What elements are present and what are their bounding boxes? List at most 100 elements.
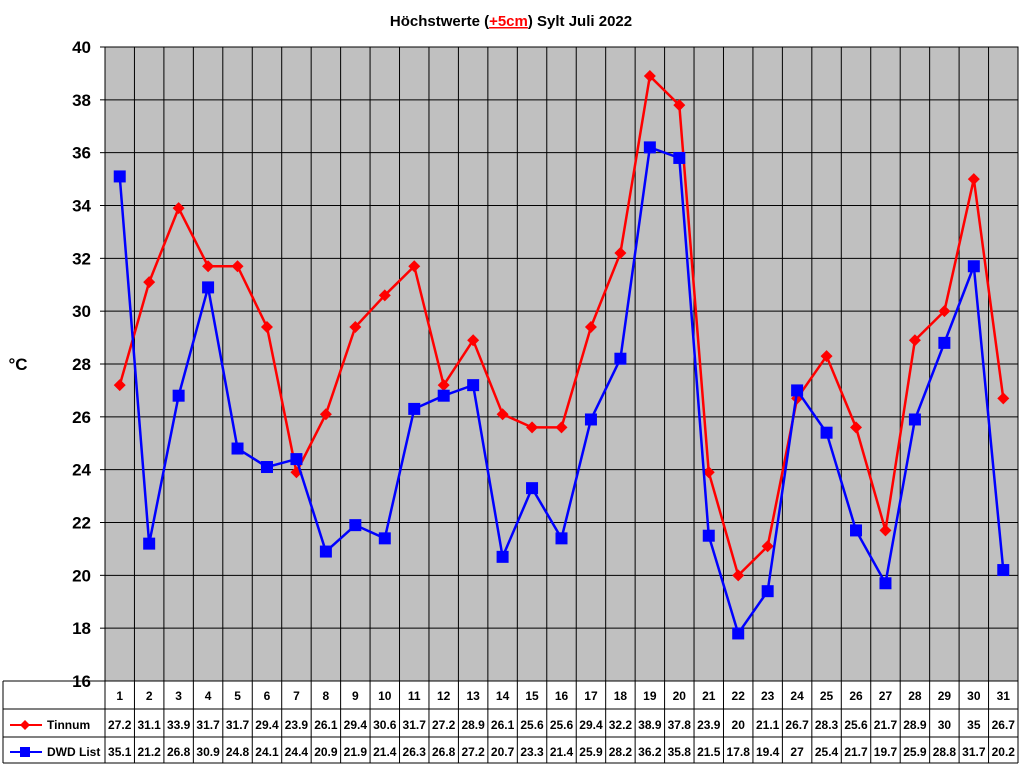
y-tick-label: 22: [72, 514, 91, 533]
data-table-cell: 37.8: [668, 718, 692, 732]
data-point: [202, 281, 215, 294]
y-tick-label: 32: [72, 249, 91, 268]
data-table-cell: 28.9: [461, 718, 485, 732]
data-point: [850, 524, 863, 537]
x-tick-label: 19: [643, 689, 657, 703]
x-tick-label: 28: [908, 689, 922, 703]
data-point: [319, 408, 332, 421]
x-tick-label: 22: [732, 689, 746, 703]
data-table-cell: 26.7: [785, 718, 809, 732]
data-table-cell: 35: [967, 718, 981, 732]
data-point: [437, 379, 450, 392]
x-tick-label: 13: [466, 689, 480, 703]
data-table-cell: 26.1: [491, 718, 515, 732]
data-point: [584, 413, 597, 426]
y-tick-label: 18: [72, 619, 91, 638]
data-table-cell: 23.9: [697, 718, 721, 732]
data-point: [879, 577, 892, 590]
data-point: [614, 352, 627, 365]
x-tick-label: 31: [997, 689, 1011, 703]
x-tick-label: 3: [175, 689, 182, 703]
data-table-cell: 19.4: [756, 745, 780, 759]
data-point: [555, 532, 568, 545]
data-table-cell: 20.7: [491, 745, 515, 759]
data-table-cell: 21.7: [844, 745, 868, 759]
data-point: [584, 321, 597, 334]
y-tick-label: 28: [72, 355, 91, 374]
data-table-cell: 30.6: [373, 718, 397, 732]
chart-title-highlight: +5cm: [489, 13, 528, 30]
data-table-cell: 35.1: [108, 745, 132, 759]
data-table-cell: 28.3: [815, 718, 839, 732]
grid-lines: [104, 46, 1019, 682]
y-axis-label: °C: [8, 355, 27, 374]
data-point: [467, 334, 480, 347]
data-point: [908, 413, 921, 426]
x-tick-label: 11: [408, 689, 421, 703]
data-point: [820, 426, 833, 439]
data-table-cell: 26.8: [432, 745, 456, 759]
data-table-cell: 38.9: [638, 718, 662, 732]
series-tinnum: [113, 70, 1010, 582]
data-point: [437, 389, 450, 402]
data-point: [319, 545, 332, 558]
data-point: [290, 453, 303, 466]
data-point: [761, 585, 774, 598]
data-point: [908, 334, 921, 347]
x-tick-label: 20: [673, 689, 687, 703]
data-table-cell: 20.2: [992, 745, 1016, 759]
data-table-cell: 23.3: [520, 745, 544, 759]
data-point: [526, 482, 539, 495]
data-point: [997, 392, 1010, 405]
x-tick-label: 26: [849, 689, 863, 703]
x-tick-label: 30: [967, 689, 981, 703]
data-table-cell: 21.7: [874, 718, 898, 732]
data-point: [378, 289, 391, 302]
chart-title-suffix: ) Sylt Juli 2022: [528, 13, 632, 30]
y-tick-label: 20: [72, 566, 91, 585]
data-point: [467, 379, 480, 392]
data-table: 1 2 3 4 5 6 7 8 9 10 11 12 13 14 15 16 17 18 19 20 21 22 23 24 2…: [2, 680, 1019, 764]
data-table-cell: 32.2: [609, 718, 633, 732]
data-point: [997, 564, 1010, 577]
y-tick-label: 26: [72, 408, 91, 427]
data-table-cell: 25.9: [579, 745, 603, 759]
data-point: [260, 461, 273, 474]
data-table-cell: 21.5: [697, 745, 721, 759]
data-table-cell: 33.9: [167, 718, 191, 732]
data-point: [938, 336, 951, 349]
data-table-cell: 24.1: [255, 745, 279, 759]
data-table-cell: 27.2: [432, 718, 456, 732]
y-tick-label: 34: [72, 197, 91, 216]
data-table-cell: 31.7: [962, 745, 986, 759]
x-tick-label: 7: [293, 689, 300, 703]
data-table-cell: 21.1: [756, 718, 780, 732]
data-point: [791, 384, 804, 397]
data-table-cell: 35.8: [668, 745, 692, 759]
data-point: [143, 537, 156, 550]
legend-label: DWD List: [47, 745, 100, 759]
data-point: [113, 379, 126, 392]
data-table-cell: 25.9: [903, 745, 927, 759]
data-table-cell: 27.2: [461, 745, 485, 759]
data-table-cell: 21.4: [373, 745, 397, 759]
data-table-cell: 21.9: [344, 745, 368, 759]
data-table-cell: 23.9: [285, 718, 309, 732]
data-table-cell: 20: [732, 718, 746, 732]
data-table-cell: 21.2: [137, 745, 161, 759]
x-tick-label: 25: [820, 689, 834, 703]
data-point: [614, 247, 627, 260]
data-point: [938, 305, 951, 318]
data-point: [172, 202, 185, 215]
legend-marker: [20, 747, 30, 757]
x-tick-label: 21: [702, 689, 716, 703]
data-point: [231, 442, 244, 455]
data-point: [496, 408, 509, 421]
data-table-cell: 27.2: [108, 718, 132, 732]
data-point: [408, 402, 421, 415]
data-table-cell: 30.9: [196, 745, 220, 759]
data-table-cell: 26.3: [403, 745, 427, 759]
series-dwd-list: [113, 141, 1010, 640]
data-point: [555, 421, 568, 434]
data-table-cell: 25.6: [550, 718, 574, 732]
